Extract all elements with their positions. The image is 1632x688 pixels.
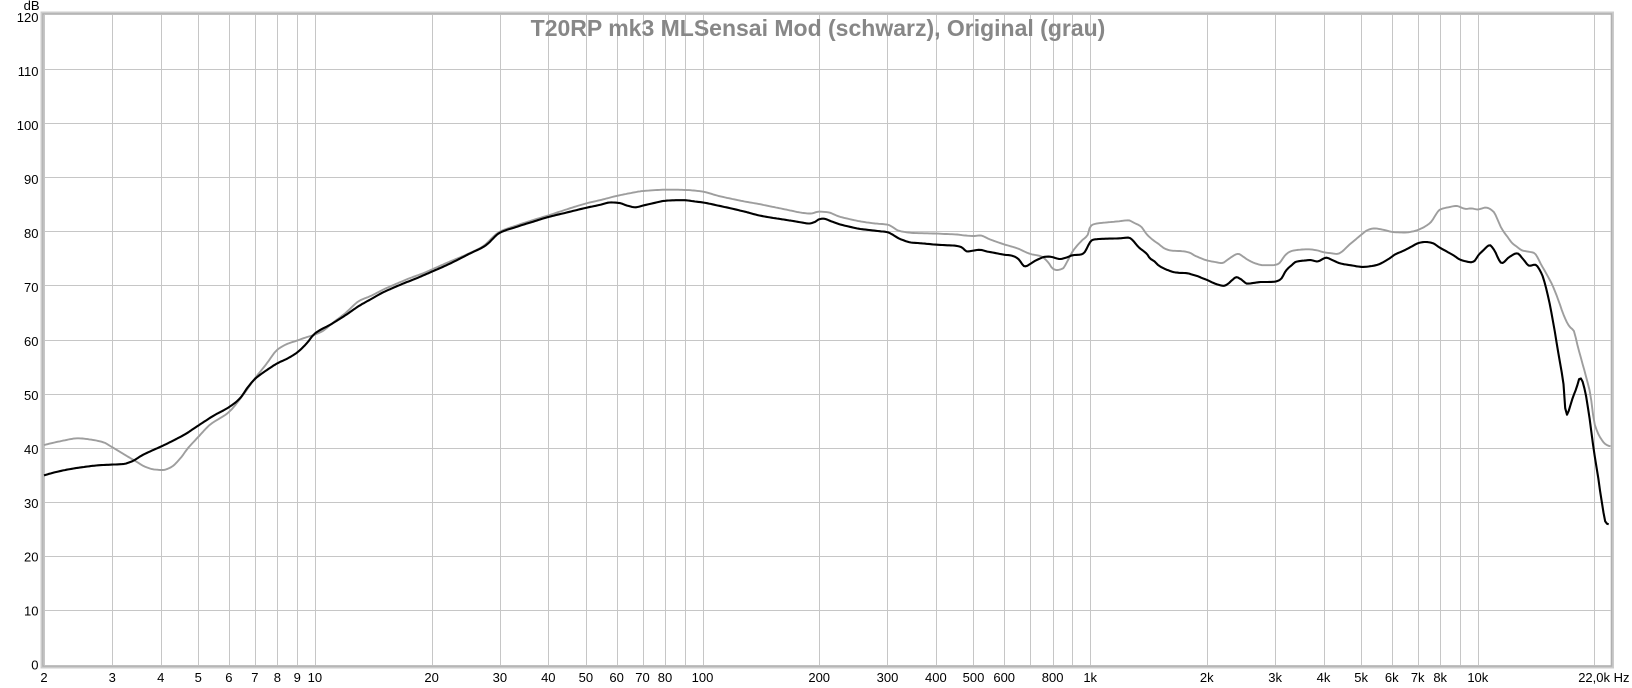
svg-text:5k: 5k	[1354, 670, 1368, 685]
svg-text:50: 50	[24, 388, 38, 403]
svg-text:300: 300	[877, 670, 899, 685]
svg-text:100: 100	[17, 118, 39, 133]
svg-text:8: 8	[274, 670, 281, 685]
svg-text:T20RP mk3 MLSensai Mod (schwar: T20RP mk3 MLSensai Mod (schwarz), Origin…	[531, 15, 1106, 41]
svg-text:7: 7	[251, 670, 258, 685]
svg-text:60: 60	[24, 334, 38, 349]
svg-text:600: 600	[993, 670, 1015, 685]
svg-text:70: 70	[24, 280, 38, 295]
svg-text:200: 200	[808, 670, 830, 685]
svg-text:7k: 7k	[1411, 670, 1425, 685]
svg-text:9: 9	[294, 670, 301, 685]
svg-text:4k: 4k	[1317, 670, 1331, 685]
svg-text:70: 70	[635, 670, 649, 685]
svg-text:400: 400	[925, 670, 947, 685]
svg-text:dB: dB	[24, 0, 40, 13]
svg-text:800: 800	[1042, 670, 1064, 685]
svg-text:10: 10	[308, 670, 322, 685]
svg-text:2: 2	[40, 670, 47, 685]
svg-text:6k: 6k	[1385, 670, 1399, 685]
svg-text:40: 40	[24, 442, 38, 457]
svg-text:80: 80	[658, 670, 672, 685]
svg-text:110: 110	[18, 64, 39, 79]
svg-text:50: 50	[579, 670, 593, 685]
svg-text:10: 10	[24, 604, 38, 619]
svg-text:40: 40	[541, 670, 555, 685]
svg-text:80: 80	[24, 226, 38, 241]
svg-text:6: 6	[225, 670, 232, 685]
svg-text:10k: 10k	[1467, 670, 1488, 685]
svg-text:100: 100	[692, 670, 714, 685]
svg-text:90: 90	[24, 172, 38, 187]
svg-text:2k: 2k	[1200, 670, 1214, 685]
svg-text:5: 5	[195, 670, 202, 685]
svg-text:500: 500	[963, 670, 985, 685]
svg-text:1k: 1k	[1083, 670, 1097, 685]
svg-text:4: 4	[157, 670, 164, 685]
svg-text:3k: 3k	[1268, 670, 1282, 685]
svg-text:30: 30	[493, 670, 507, 685]
svg-text:3: 3	[109, 670, 116, 685]
svg-text:22,0k Hz: 22,0k Hz	[1578, 670, 1629, 685]
svg-text:8k: 8k	[1433, 670, 1447, 685]
svg-text:0: 0	[31, 658, 38, 673]
svg-text:120: 120	[17, 10, 39, 25]
svg-text:20: 20	[24, 550, 38, 565]
svg-text:30: 30	[24, 496, 38, 511]
svg-text:20: 20	[424, 670, 438, 685]
svg-text:60: 60	[609, 670, 623, 685]
